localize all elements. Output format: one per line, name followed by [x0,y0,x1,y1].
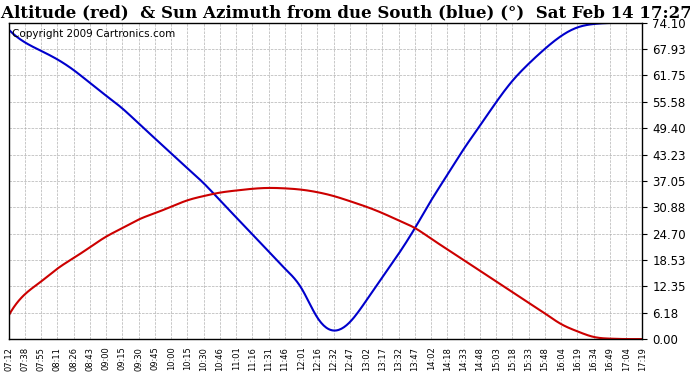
Title: Sun Altitude (red)  & Sun Azimuth from due South (blue) (°)  Sat Feb 14 17:27: Sun Altitude (red) & Sun Azimuth from du… [0,4,690,21]
Text: Copyright 2009 Cartronics.com: Copyright 2009 Cartronics.com [12,29,175,39]
